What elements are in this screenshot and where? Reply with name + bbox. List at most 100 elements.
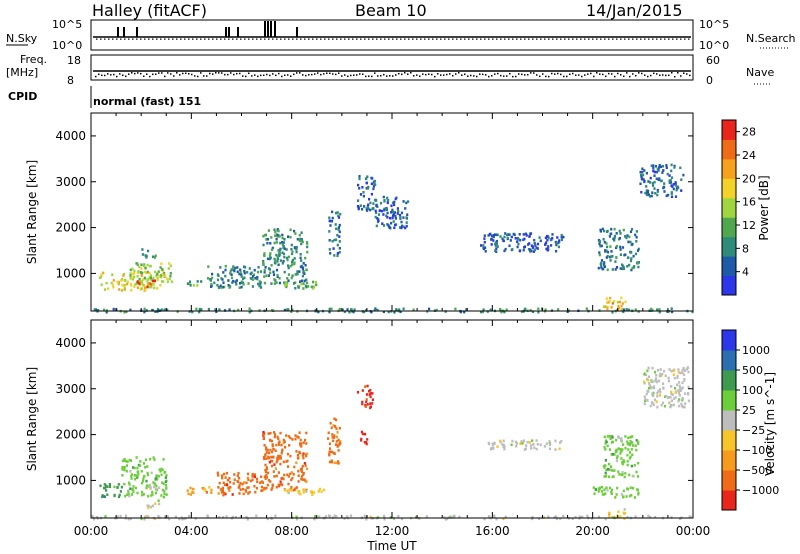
data-cell	[150, 471, 153, 475]
data-cell	[276, 228, 279, 231]
station-title: Halley (fitACF)	[92, 1, 207, 20]
data-cell	[677, 186, 680, 190]
data-cell	[267, 267, 271, 270]
data-cell	[273, 228, 276, 232]
data-cell	[613, 300, 616, 303]
data-cell	[647, 193, 650, 197]
data-cell	[232, 266, 235, 269]
data-cell	[671, 185, 674, 188]
data-cell	[506, 236, 509, 240]
data-cell	[676, 374, 679, 378]
data-cell	[605, 486, 608, 489]
data-cell	[352, 310, 355, 314]
data-cell	[162, 280, 165, 283]
data-cell	[233, 269, 236, 273]
data-cell	[602, 238, 605, 241]
data-cell	[458, 515, 461, 519]
data-cell	[371, 402, 374, 405]
data-cell	[140, 470, 143, 473]
data-cell	[611, 436, 614, 439]
data-cell	[123, 279, 126, 282]
data-cell	[287, 266, 290, 270]
data-cell	[337, 438, 340, 442]
data-cell	[135, 262, 138, 265]
data-cell	[330, 219, 334, 223]
data-cell	[264, 453, 267, 456]
data-cell	[274, 230, 277, 234]
data-cell	[628, 235, 631, 239]
data-cell	[608, 448, 612, 451]
nave-dot	[539, 75, 541, 78]
data-cell	[129, 459, 133, 462]
data-cell	[667, 193, 670, 197]
data-cell	[222, 481, 225, 485]
data-cell	[536, 242, 540, 246]
data-cell	[224, 476, 227, 479]
data-cell	[295, 245, 298, 249]
nave-dot	[446, 73, 448, 76]
nsearch-dot	[496, 38, 498, 40]
data-cell	[273, 261, 276, 265]
data-cell	[216, 471, 219, 475]
data-cell	[117, 495, 121, 499]
data-cell	[388, 225, 391, 229]
nave-dot	[482, 73, 484, 76]
nave-dot	[416, 74, 418, 76]
y-tick-label: 1000	[55, 473, 86, 487]
data-cell	[276, 273, 279, 277]
data-cell	[615, 438, 618, 442]
data-cell	[600, 259, 604, 262]
data-cell	[635, 439, 638, 442]
data-cell	[560, 235, 563, 239]
data-cell	[503, 310, 506, 314]
data-cell	[247, 478, 250, 481]
nave-dot	[575, 74, 577, 76]
data-cell	[264, 477, 267, 480]
data-cell	[269, 480, 272, 483]
data-cell	[158, 468, 161, 471]
data-cell	[663, 395, 667, 398]
data-cell	[142, 462, 145, 465]
nsearch-dot	[376, 38, 378, 40]
data-cell	[661, 372, 664, 376]
nsearch-dot	[260, 38, 262, 40]
data-cell	[245, 490, 248, 493]
data-cell	[300, 475, 303, 478]
data-cell	[679, 166, 682, 170]
nave-dot	[278, 72, 280, 75]
nsearch-dot	[356, 38, 358, 40]
data-cell	[253, 268, 256, 272]
data-cell	[166, 515, 169, 518]
data-cell	[219, 488, 222, 491]
data-cell	[156, 278, 159, 282]
data-cell	[647, 378, 650, 382]
data-cell	[623, 475, 626, 479]
data-cell	[149, 264, 152, 268]
data-cell	[273, 282, 276, 285]
data-cell	[598, 486, 601, 490]
data-cell	[334, 223, 337, 226]
data-cell	[261, 481, 264, 484]
data-cell	[619, 452, 622, 455]
nsearch-dot	[244, 38, 246, 40]
data-cell	[269, 448, 272, 452]
data-cell	[619, 245, 622, 249]
data-cell	[293, 465, 296, 469]
data-cell	[255, 514, 258, 518]
data-cell	[502, 443, 505, 447]
data-cell	[546, 238, 549, 242]
data-cell	[435, 308, 438, 312]
data-cell	[210, 282, 213, 286]
data-cell	[526, 440, 529, 444]
data-cell	[606, 435, 609, 438]
nave-dot	[608, 72, 610, 75]
data-cell	[298, 238, 301, 242]
data-cell	[365, 441, 368, 444]
nave-dot	[218, 72, 220, 74]
data-cell	[282, 460, 285, 464]
data-cell	[613, 469, 616, 472]
data-cell	[365, 398, 368, 401]
data-cell	[360, 439, 363, 442]
data-cell	[169, 274, 172, 278]
data-cell	[239, 268, 242, 272]
